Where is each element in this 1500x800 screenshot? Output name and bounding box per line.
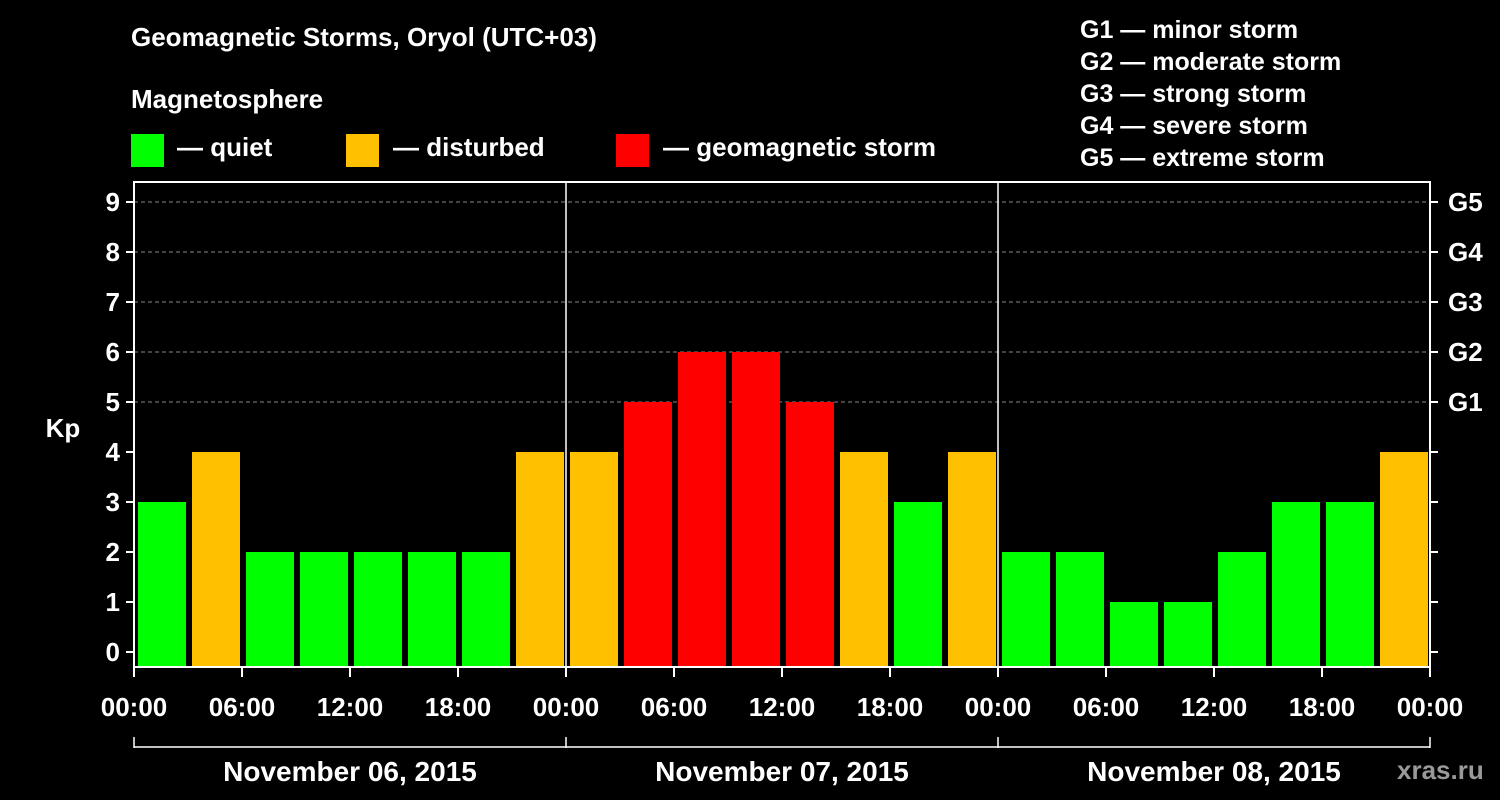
y-tick-label: 0 <box>106 637 120 667</box>
y-tick-label: 4 <box>106 437 121 467</box>
kp-bar <box>840 452 888 667</box>
day-label: November 07, 2015 <box>655 756 909 787</box>
x-tick-label: 00:00 <box>101 692 168 722</box>
right-tick-label: G5 <box>1448 187 1483 217</box>
kp-bar <box>300 552 348 667</box>
legend-label-quiet: — quiet <box>177 132 273 162</box>
storm-scale-g3: G3 — strong storm <box>1080 80 1307 108</box>
kp-bar <box>462 552 510 667</box>
y-axis-label: Kp <box>46 413 81 443</box>
kp-bar <box>1380 452 1428 667</box>
y-tick-label: 5 <box>106 387 120 417</box>
x-tick-label: 06:00 <box>641 692 708 722</box>
x-tick-label: 06:00 <box>209 692 276 722</box>
right-tick-label: G3 <box>1448 287 1483 317</box>
kp-bar <box>624 402 672 667</box>
storm-scale-g1: G1 — minor storm <box>1080 16 1299 44</box>
kp-bar <box>678 352 726 667</box>
kp-bar <box>408 552 456 667</box>
storm-scale-g5: G5 — extreme storm <box>1080 144 1325 172</box>
y-tick-label: 2 <box>106 537 120 567</box>
right-tick-label: G1 <box>1448 387 1483 417</box>
kp-bar <box>1110 602 1158 667</box>
day-label: November 06, 2015 <box>223 756 477 787</box>
watermark: xras.ru <box>1397 755 1484 785</box>
x-tick-label: 12:00 <box>749 692 816 722</box>
y-tick-label: 3 <box>106 487 120 517</box>
day-label: November 08, 2015 <box>1087 756 1341 787</box>
y-tick-label: 9 <box>106 187 120 217</box>
chart-title: Geomagnetic Storms, Oryol (UTC+03) <box>131 22 597 52</box>
storm-scale-list: G1 — minor storm G2 — moderate storm G3 … <box>1080 14 1341 174</box>
y-tick-label: 8 <box>106 237 120 267</box>
kp-bar <box>1326 502 1374 667</box>
legend-label-storm: — geomagnetic storm <box>663 132 937 162</box>
x-tick-label: 00:00 <box>1397 692 1464 722</box>
kp-bar <box>570 452 618 667</box>
kp-bar <box>948 452 996 667</box>
right-tick-label: G4 <box>1448 237 1483 267</box>
x-tick-label: 18:00 <box>1289 692 1356 722</box>
kp-bar <box>1272 502 1320 667</box>
y-tick-label: 7 <box>106 287 120 317</box>
kp-bar <box>1164 602 1212 667</box>
kp-bar <box>894 502 942 667</box>
legend-swatch-quiet <box>131 134 164 167</box>
legend-label-disturbed: — disturbed <box>393 132 545 162</box>
right-tick-label: G2 <box>1448 337 1483 367</box>
x-tick-label: 18:00 <box>425 692 492 722</box>
kp-bar <box>192 452 240 667</box>
x-tick-label: 12:00 <box>317 692 384 722</box>
kp-bar <box>138 502 186 667</box>
kp-bar <box>1002 552 1050 667</box>
x-tick-label: 00:00 <box>965 692 1032 722</box>
storm-scale-g2: G2 — moderate storm <box>1080 48 1342 76</box>
x-tick-label: 06:00 <box>1073 692 1140 722</box>
y-tick-label: 1 <box>106 587 120 617</box>
magnetosphere-label: Magnetosphere <box>131 84 324 114</box>
kp-bar <box>1218 552 1266 667</box>
x-tick-label: 18:00 <box>857 692 924 722</box>
x-tick-label: 00:00 <box>533 692 600 722</box>
legend-swatch-disturbed <box>346 134 379 167</box>
x-tick-label: 12:00 <box>1181 692 1248 722</box>
kp-bar <box>354 552 402 667</box>
kp-bar <box>732 352 780 667</box>
kp-bar <box>246 552 294 667</box>
legend-swatch-storm <box>616 134 649 167</box>
kp-bar <box>786 402 834 667</box>
kp-bar <box>1056 552 1104 667</box>
kp-bar <box>516 452 564 667</box>
storm-scale-g4: G4 — severe storm <box>1080 112 1308 140</box>
y-tick-label: 6 <box>106 337 120 367</box>
